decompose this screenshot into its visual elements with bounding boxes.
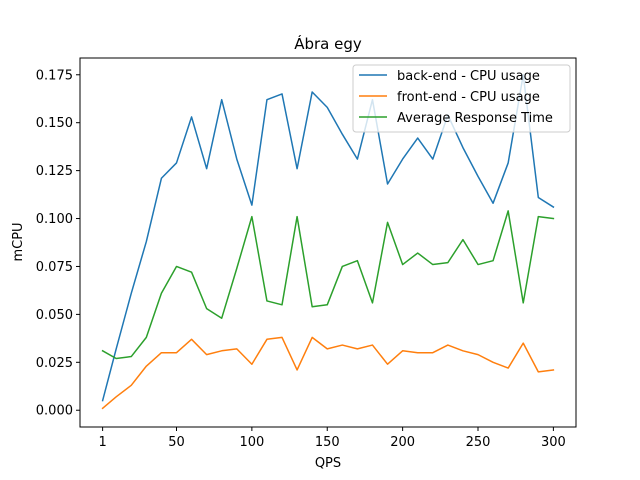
legend-frame: [352, 64, 571, 133]
x-tick-label: 250: [466, 435, 491, 450]
y-axis-label: mCPU: [11, 222, 26, 261]
legend: back-end - CPU usage front-end - CPU usag…: [352, 64, 571, 133]
x-tick-label: 150: [315, 435, 340, 450]
legend-label-1: front-end - CPU usage: [397, 90, 540, 105]
series-line-2: [101, 210, 555, 360]
y-axis: 0.000 0.025 0.050 0.075 0.100 0.125 0.150 0.175: [36, 68, 80, 419]
y-tick-label: 0.050: [36, 308, 73, 323]
x-axis-label: QPS: [315, 456, 341, 471]
y-tick-label: 0.150: [36, 116, 73, 131]
series-line-1: [101, 336, 555, 410]
y-tick-label: 0.175: [36, 68, 73, 83]
y-tick-label: 0.025: [36, 356, 73, 371]
legend-label-0: back-end - CPU usage: [397, 69, 540, 84]
plot-lines: [101, 74, 555, 410]
y-tick-label: 0.000: [36, 404, 73, 419]
x-tick-label: 300: [541, 435, 566, 450]
plot-frame: [79, 57, 577, 428]
x-tick-label: 200: [390, 435, 415, 450]
series-line-0: [101, 74, 555, 402]
y-tick-label: 0.075: [36, 260, 73, 275]
chart-title: Ábra egy: [294, 34, 362, 53]
y-tick-label: 0.125: [36, 164, 73, 179]
x-tick-label: 50: [168, 435, 185, 450]
legend-items: back-end - CPU usage front-end - CPU usag…: [359, 69, 553, 126]
x-tick-label: 100: [239, 435, 264, 450]
x-axis: 1 50 100 150 200 250 300: [98, 427, 566, 450]
legend-label-2: Average Response Time: [397, 111, 553, 126]
x-tick-label: 1: [98, 435, 106, 450]
y-tick-label: 0.100: [36, 212, 73, 227]
